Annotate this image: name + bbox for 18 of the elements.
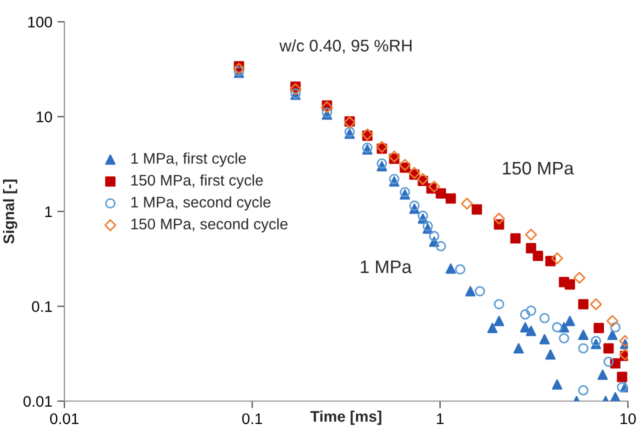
x-tick-label: 0.1 <box>242 413 262 424</box>
y-axis-title: Signal [-] <box>3 180 18 244</box>
x-tick-label: 10 <box>620 413 636 424</box>
legend-label: 150 MPa, first cycle <box>131 174 263 189</box>
legend-label: 150 MPa, second cycle <box>131 218 288 232</box>
annotation: 150 MPa <box>502 162 574 175</box>
y-tick-label: 0.1 <box>32 301 52 312</box>
x-tick-label: 1 <box>436 413 444 424</box>
y-tick-label: 10 <box>36 112 52 122</box>
y-tick-label: 100 <box>28 16 52 28</box>
y-tick-label: 0.01 <box>23 396 52 407</box>
annotation: 1 MPa <box>360 260 412 274</box>
x-tick-label: 0.01 <box>50 413 79 424</box>
legend-label: 1 MPa, first cycle <box>131 152 246 167</box>
y-tick-label: 1 <box>45 206 52 217</box>
text: w/c 0.40, 95 %RH <box>279 39 412 54</box>
legend-label: 1 MPa, second cycle <box>131 196 270 211</box>
x-axis-title: Time [ms] <box>310 410 382 425</box>
